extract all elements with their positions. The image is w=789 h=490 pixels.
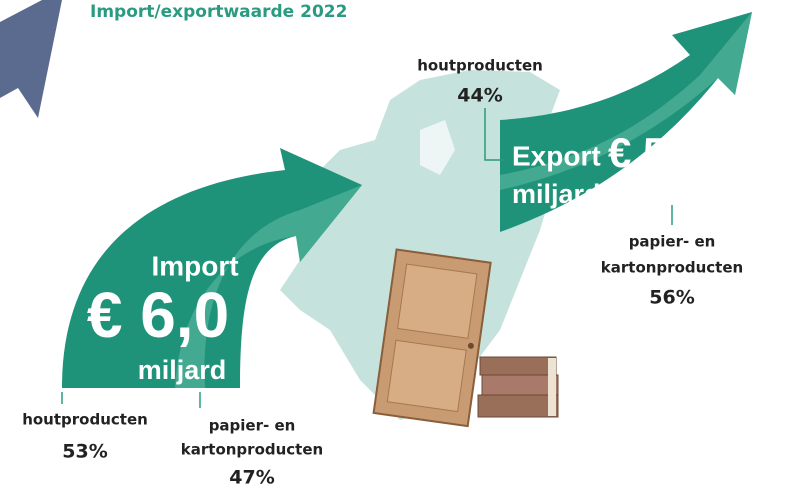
import-amount: € 6,0: [87, 279, 229, 351]
segment-label: kartonproducten: [181, 441, 323, 459]
door: [372, 248, 492, 428]
segment-label: houtproducten: [22, 411, 148, 429]
import-label: Import: [151, 250, 238, 281]
segment-share: 53%: [62, 441, 107, 463]
export-label: Export: [512, 140, 601, 171]
map: [280, 70, 560, 420]
arrow-fragment: [0, 0, 62, 118]
segment-share: 47%: [229, 467, 274, 489]
leader-line: [484, 108, 505, 161]
map-water: [420, 120, 455, 175]
segment-label: papier- en: [629, 233, 716, 251]
segment-label: kartonproducten: [601, 259, 743, 277]
import-arrow-shade: [175, 185, 362, 388]
import-arrow: [62, 148, 362, 388]
export-arrow: [500, 12, 752, 232]
export-arrow-shade: [500, 12, 752, 190]
books: [477, 356, 559, 418]
segment-share: 56%: [649, 287, 694, 309]
title: Import/exportwaarde 2022: [90, 2, 347, 22]
segment-label: papier- en: [209, 417, 296, 435]
export-amount: € 5,4: [608, 129, 702, 176]
segment-label: houtproducten: [417, 57, 543, 75]
export-unit: miljard: [512, 179, 601, 209]
import-unit: miljard: [138, 355, 227, 385]
segment-share: 44%: [457, 85, 502, 107]
